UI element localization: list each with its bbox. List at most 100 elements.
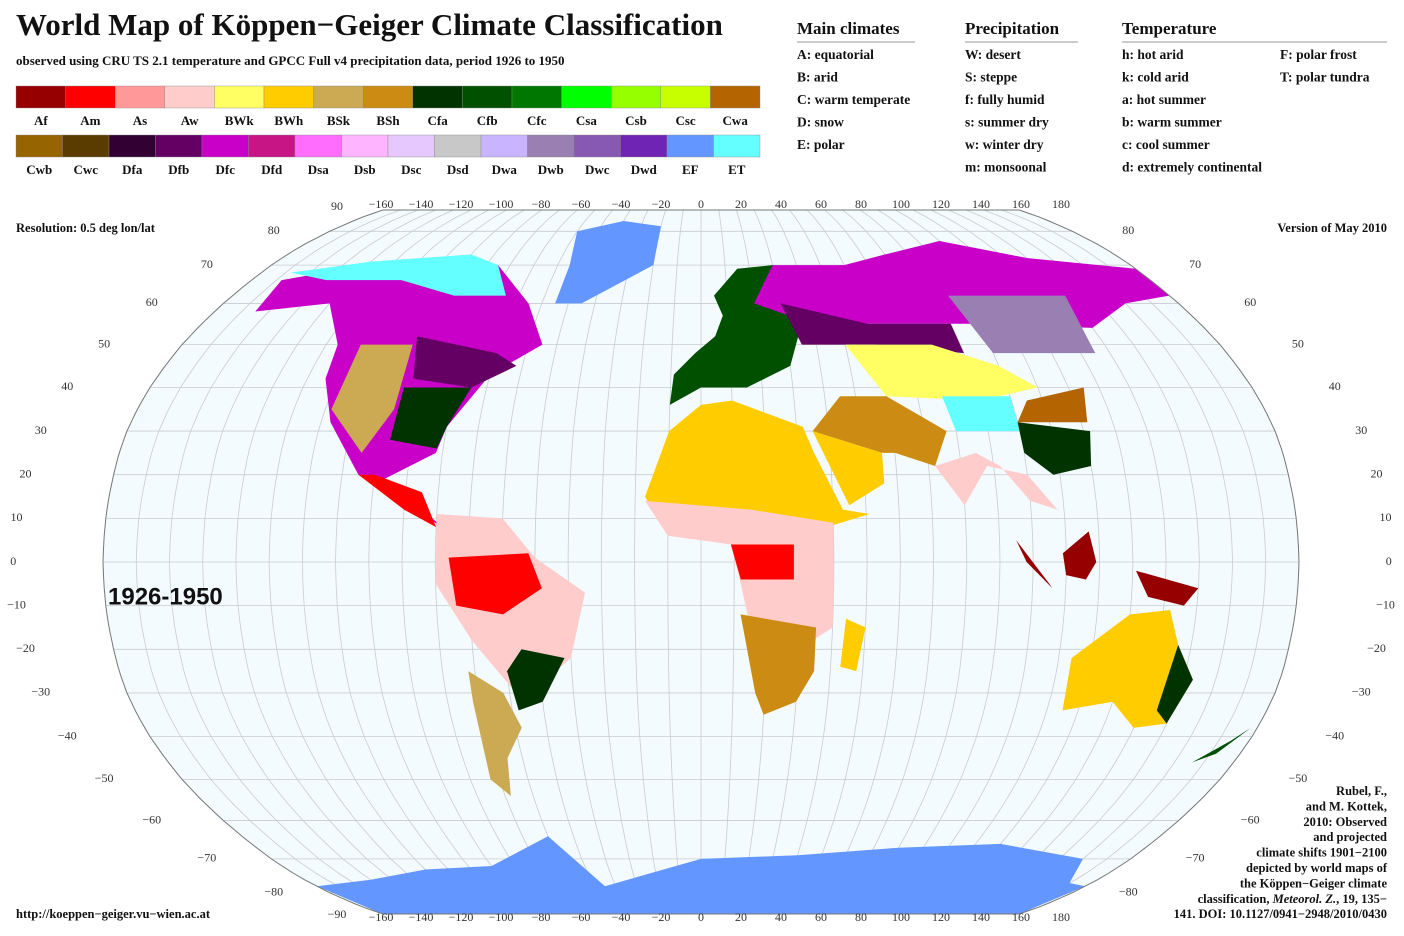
lat-label: −60 — [1241, 812, 1260, 826]
lat-label: −30 — [31, 685, 50, 699]
key-item: s: summer dry — [965, 115, 1049, 130]
legend-swatch — [666, 134, 714, 158]
climate-region — [948, 295, 1096, 354]
lon-label: 0 — [698, 910, 704, 924]
key-heading: Main climates — [797, 19, 900, 38]
lon-label: 120 — [932, 197, 950, 211]
legend-label: Csa — [576, 113, 597, 128]
legend-swatch — [620, 134, 668, 158]
lon-label: 160 — [1012, 197, 1030, 211]
legend-swatch — [248, 134, 296, 158]
lon-label: −60 — [572, 197, 591, 211]
key-item: a: hot summer — [1122, 92, 1206, 107]
lon-label: 140 — [972, 197, 990, 211]
climate-region — [812, 396, 947, 466]
legend-swatch — [412, 85, 463, 109]
lon-label: 160 — [1012, 910, 1030, 924]
citation-line: the Köppen−Geiger climate — [1240, 876, 1388, 890]
legend-label: Dsb — [354, 162, 376, 177]
legend-label: Cwb — [26, 162, 52, 177]
key-item: T: polar tundra — [1280, 70, 1370, 85]
citation-line: and projected — [1313, 830, 1387, 844]
key-item: w: winter dry — [965, 137, 1044, 152]
lat-label: 30 — [1355, 423, 1367, 437]
legend-swatch — [434, 134, 482, 158]
legend-swatch — [114, 85, 165, 109]
lon-label: 180 — [1052, 197, 1070, 211]
legend-swatch — [363, 85, 414, 109]
lon-label: −120 — [449, 910, 474, 924]
lat-label: 20 — [20, 466, 32, 480]
lon-label: −80 — [532, 910, 551, 924]
lat-label: −70 — [197, 851, 216, 865]
lon-label: 60 — [815, 910, 827, 924]
citation-line: 141. DOI: 10.1127/0941−2948/2010/0430 — [1174, 907, 1387, 921]
map-outline — [102, 209, 1300, 915]
key-item: B: arid — [797, 70, 838, 85]
lon-label: −140 — [409, 910, 434, 924]
legend-label: EF — [682, 162, 699, 177]
lat-label: 20 — [1370, 466, 1382, 480]
citation-segment: the Köppen−Geiger climate — [1240, 876, 1388, 890]
climate-region — [390, 387, 472, 449]
lon-label: 20 — [735, 197, 747, 211]
legend-swatch — [263, 85, 314, 109]
lat-label: 80 — [1122, 223, 1134, 237]
lat-label: 80 — [268, 223, 280, 237]
legend-label: Dfb — [168, 162, 189, 177]
climate-region — [358, 474, 437, 528]
climate-region — [1017, 387, 1088, 423]
citation-segment: and M. Kottek, — [1306, 799, 1387, 813]
legend-swatch — [15, 85, 66, 109]
legend-swatch — [660, 85, 711, 109]
key: Main climates A: equatorial B: arid C: warm… — [797, 19, 1387, 175]
legend-swatch — [527, 134, 575, 158]
climate-region — [1062, 610, 1193, 728]
lat-label: 40 — [61, 379, 73, 393]
lon-label: 20 — [735, 910, 747, 924]
lon-label: 100 — [892, 910, 910, 924]
lat-label: 40 — [1329, 379, 1341, 393]
citation-line: and M. Kottek, — [1306, 799, 1387, 813]
lat-label: −40 — [58, 728, 77, 742]
lon-label: −100 — [489, 910, 514, 924]
legend-label: Dsd — [447, 162, 469, 177]
lat-label: 70 — [1189, 257, 1201, 271]
legend-label: Cwa — [723, 113, 749, 128]
climate-region — [317, 836, 1085, 914]
lon-label: 140 — [972, 910, 990, 924]
lat-label: −60 — [142, 812, 161, 826]
lon-label: −120 — [449, 197, 474, 211]
lon-label: 0 — [698, 197, 704, 211]
key-item: b: warm summer — [1122, 115, 1222, 130]
key-item: F: polar frost — [1280, 47, 1357, 62]
legend-label: Cfb — [477, 113, 498, 128]
lat-label: 30 — [35, 423, 47, 437]
lon-label: −40 — [612, 910, 631, 924]
climate-region — [1156, 644, 1193, 724]
legend-label: Dfa — [122, 162, 143, 177]
key-item: h: hot arid — [1122, 47, 1184, 62]
citation-line: 2010: Observed — [1303, 815, 1387, 829]
lon-label: −20 — [652, 910, 671, 924]
legend-swatch — [573, 134, 621, 158]
citation-line: Rubel, F., — [1336, 784, 1387, 798]
citation-segment: and projected — [1313, 830, 1387, 844]
lat-label: 0 — [1386, 554, 1392, 568]
climate-region — [555, 221, 661, 304]
legend-swatch — [341, 134, 389, 158]
citation-line: classification, Meteorol. Z., 19, 135− — [1198, 892, 1387, 906]
citation-segment: Meteorol. Z. — [1272, 892, 1337, 906]
lon-label: 40 — [775, 910, 787, 924]
climate-region — [1136, 570, 1199, 606]
lat-label: 50 — [1292, 336, 1304, 350]
lat-label: 50 — [98, 336, 110, 350]
citation-segment: Rubel, F., — [1336, 784, 1387, 798]
lon-label: −140 — [409, 197, 434, 211]
citation-segment: climate shifts 1901−2100 — [1256, 845, 1387, 859]
lon-label: 60 — [815, 197, 827, 211]
lon-label: −160 — [369, 197, 394, 211]
legend-swatch — [201, 134, 249, 158]
climate-region — [845, 344, 1038, 401]
lon-label: 80 — [855, 197, 867, 211]
